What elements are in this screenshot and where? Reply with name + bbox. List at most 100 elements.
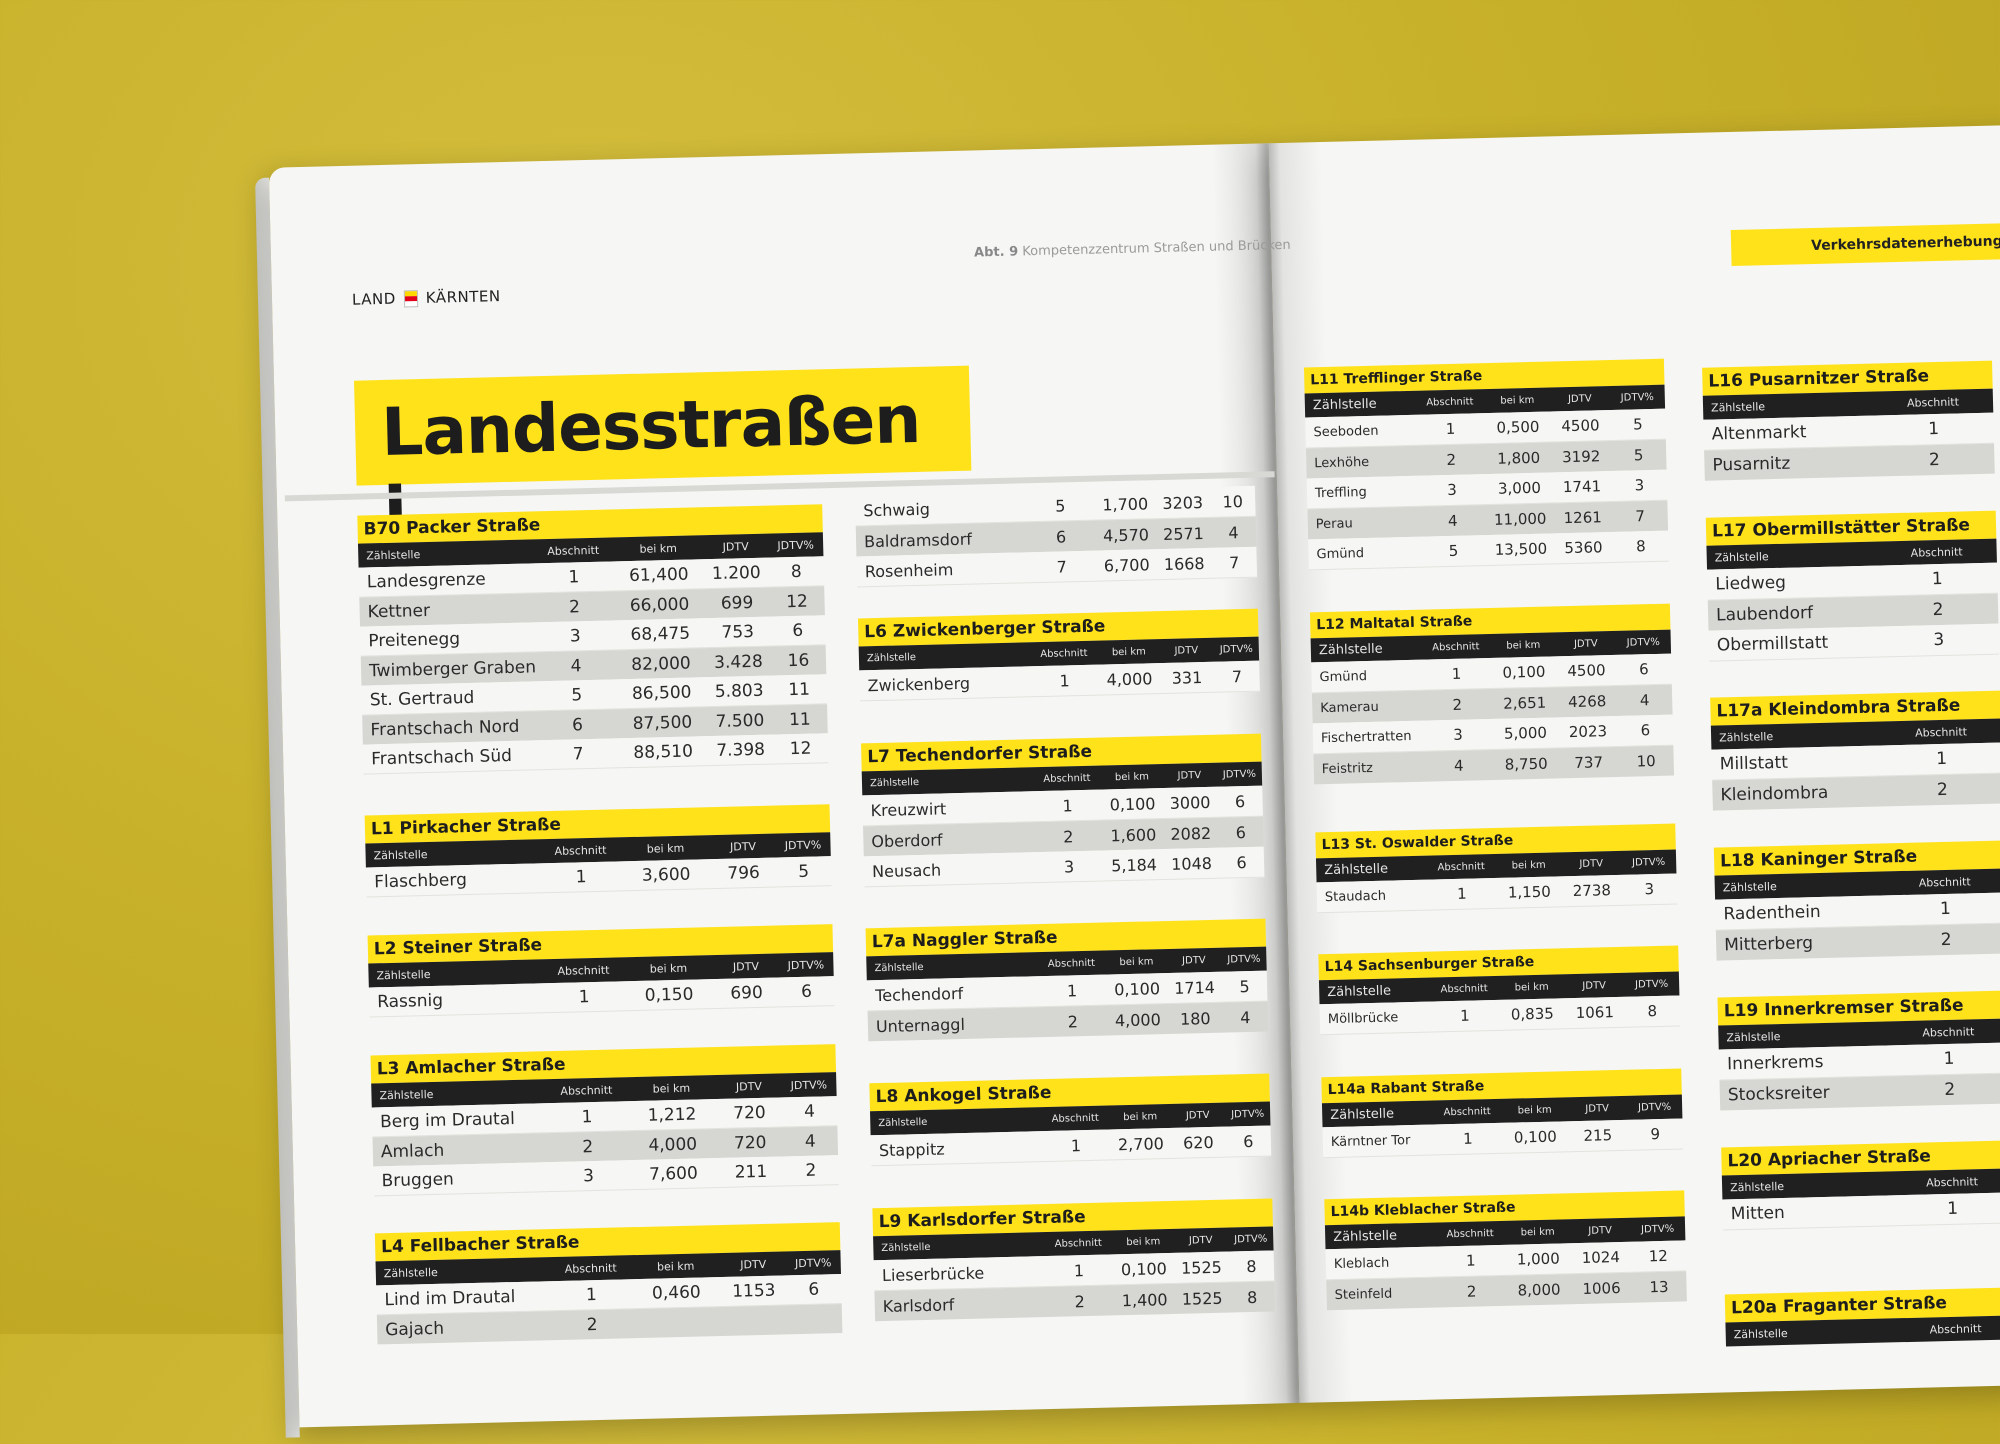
cell-jdtv: 796 xyxy=(727,862,761,884)
cell-section: 1 xyxy=(1943,1048,1955,1070)
cell-station: Altenmarkt xyxy=(1711,422,1807,445)
column-header-jdtv_pct: JDTV% xyxy=(1219,643,1254,656)
column-header-jdtv_pct: JDTV% xyxy=(1234,1233,1268,1245)
cell-jdtv_pct: 8 xyxy=(790,561,802,582)
column-header-km: bei km xyxy=(1511,859,1546,872)
cell-jdtv_pct: 10 xyxy=(1636,751,1656,771)
cell-km: 1,150 xyxy=(1507,882,1552,902)
road-table-b70-packer-stra-e: B70 Packer Straße Zählstelle Abschnitt bei … xyxy=(357,504,829,775)
cell-station: Lieserbrücke xyxy=(881,1263,985,1285)
cell-jdtv_pct: 12 xyxy=(785,591,809,612)
cell-km: 4,570 xyxy=(1102,524,1150,545)
cell-section: 3 xyxy=(1452,725,1463,744)
cell-jdtv: 180 xyxy=(1179,1008,1211,1029)
column-header-station: Zählstelle xyxy=(1710,399,1766,415)
column-header-jdtv: JDTV xyxy=(1188,1234,1213,1247)
cell-jdtv: 2571 xyxy=(1162,523,1205,544)
cell-jdtv_pct: 8 xyxy=(1246,1287,1258,1307)
cell-jdtv_pct: 6 xyxy=(1236,852,1247,872)
cell-station: Rosenheim xyxy=(864,559,954,581)
column-header-jdtv_pct: JDTV% xyxy=(1640,1223,1675,1235)
column-header-jdtv: JDTV xyxy=(1579,857,1604,870)
column-header-section: Abschnitt xyxy=(1426,395,1474,408)
cell-section: 2 xyxy=(1446,450,1457,470)
cell-jdtv: 720 xyxy=(733,1102,766,1124)
cell-jdtv_pct: 7 xyxy=(1635,507,1646,526)
column-header-jdtv_pct: JDTV% xyxy=(1230,1108,1265,1120)
column-header-km: bei km xyxy=(652,1081,691,1096)
cell-station: Techendorf xyxy=(874,983,964,1005)
column-header-section: Abschnitt xyxy=(1922,1024,1975,1040)
cell-km: 66,000 xyxy=(629,594,690,616)
cell-km: 5,184 xyxy=(1110,854,1158,875)
cell-jdtv_pct: 7 xyxy=(1231,666,1243,686)
column-header-station: Zählstelle xyxy=(866,651,917,664)
cell-station: Twimberger Graben xyxy=(368,656,537,681)
cell-station: Millstatt xyxy=(1719,752,1789,775)
logo-text-right: KÄRNTEN xyxy=(425,287,501,307)
cell-section: 1 xyxy=(581,1106,593,1127)
column-header-section: Abschnitt xyxy=(1929,1321,1982,1336)
column-header-section: Abschnitt xyxy=(1443,1105,1491,1118)
cell-km: 0,100 xyxy=(1109,793,1156,814)
column-header-station: Zählstelle xyxy=(1318,641,1383,658)
cell-station: Laubendorf xyxy=(1715,603,1814,626)
column-header-km: bei km xyxy=(1517,1104,1552,1116)
cell-jdtv: 215 xyxy=(1583,1126,1613,1145)
column-header-section: Abschnitt xyxy=(1925,1174,1979,1190)
cell-jdtv: 1.200 xyxy=(711,562,761,584)
cell-jdtv_pct: 7 xyxy=(1228,552,1240,572)
column-header-jdtv_pct: JDTV% xyxy=(794,1255,832,1270)
cell-km: 1,800 xyxy=(1497,448,1541,468)
cell-jdtv: 7.398 xyxy=(716,739,766,761)
cell-jdtv: 5360 xyxy=(1564,538,1603,558)
road-table-l20-apriacher-stra-e: L20 Apriacher StraßeZählstelleAbschnittb… xyxy=(1721,1140,2000,1231)
cell-jdtv: 331 xyxy=(1171,667,1203,688)
cell-jdtv: 4500 xyxy=(1567,661,1606,681)
road-table-l8-ankogel-stra-e: L8 Ankogel Straße Zählstelle Abschnitt bei … xyxy=(869,1073,1272,1167)
column-header-km: bei km xyxy=(1126,1235,1161,1248)
cell-km: 68,475 xyxy=(630,623,691,645)
cell-jdtv: 720 xyxy=(733,1132,767,1154)
road-table-l17a-kleindombra-stra-e: L17a Kleindombra Straße Zählstelle Abschni… xyxy=(1710,690,2000,811)
cell-jdtv: 1061 xyxy=(1575,1003,1615,1023)
column-header-jdtv_pct: JDTV% xyxy=(790,1077,828,1092)
cell-section: 1 xyxy=(1927,418,1940,440)
cell-station: Innerkrems xyxy=(1726,1051,1824,1075)
cell-section: 2 xyxy=(1452,695,1463,714)
cell-station: Radenthein xyxy=(1723,902,1821,925)
cell-station: Zwickenberg xyxy=(867,673,971,695)
cell-station: Schwaig xyxy=(863,499,931,520)
cell-km: 4,000 xyxy=(648,1134,698,1156)
cell-jdtv_pct: 13 xyxy=(1649,1277,1669,1297)
cell-jdtv_pct: 5 xyxy=(1632,415,1643,434)
column-header-station: Zählstelle xyxy=(1312,396,1377,413)
cell-km: 0,460 xyxy=(651,1281,701,1304)
column-header-km: bei km xyxy=(1123,1110,1158,1123)
carinthia-flag-icon xyxy=(403,289,418,307)
column-header-station: Zählstelle xyxy=(1333,1227,1398,1245)
column-header-jdtv: JDTV xyxy=(1585,1102,1610,1115)
column-header-station: Zählstelle xyxy=(373,847,428,862)
cell-jdtv: 1668 xyxy=(1163,553,1205,574)
cell-station: Gajach xyxy=(384,1318,445,1340)
cell-jdtv_pct: 5 xyxy=(797,861,810,882)
column-header-jdtv: JDTV xyxy=(1181,954,1206,967)
land-kaernten-logo: LAND KÄRNTEN xyxy=(352,287,501,309)
magazine-spread: LAND KÄRNTEN Abt. 9 Kompetenzzentrum Str… xyxy=(255,124,2000,1438)
column-header-jdtv: JDTV xyxy=(1567,392,1592,405)
column-header-jdtv: JDTV xyxy=(729,839,757,854)
road-table-l7a-naggler-stra-e: L7a Naggler Straße Zählstelle Abschnitt bei… xyxy=(865,918,1269,1042)
cell-jdtv: 7.500 xyxy=(715,710,765,732)
cell-section: 2 xyxy=(586,1314,598,1335)
column-header-km: bei km xyxy=(1119,955,1154,968)
column-header-km: bei km xyxy=(1114,770,1150,783)
cell-section: 2 xyxy=(1940,929,1952,951)
cell-jdtv_pct: 9 xyxy=(1650,1125,1661,1144)
cell-km: 87,500 xyxy=(632,712,693,734)
cell-km: 3,600 xyxy=(641,864,691,886)
cell-jdtv: 1714 xyxy=(1173,977,1216,998)
cell-section: 1 xyxy=(578,986,590,1007)
column-header-km: bei km xyxy=(649,961,688,976)
cell-jdtv: 620 xyxy=(1182,1132,1214,1153)
